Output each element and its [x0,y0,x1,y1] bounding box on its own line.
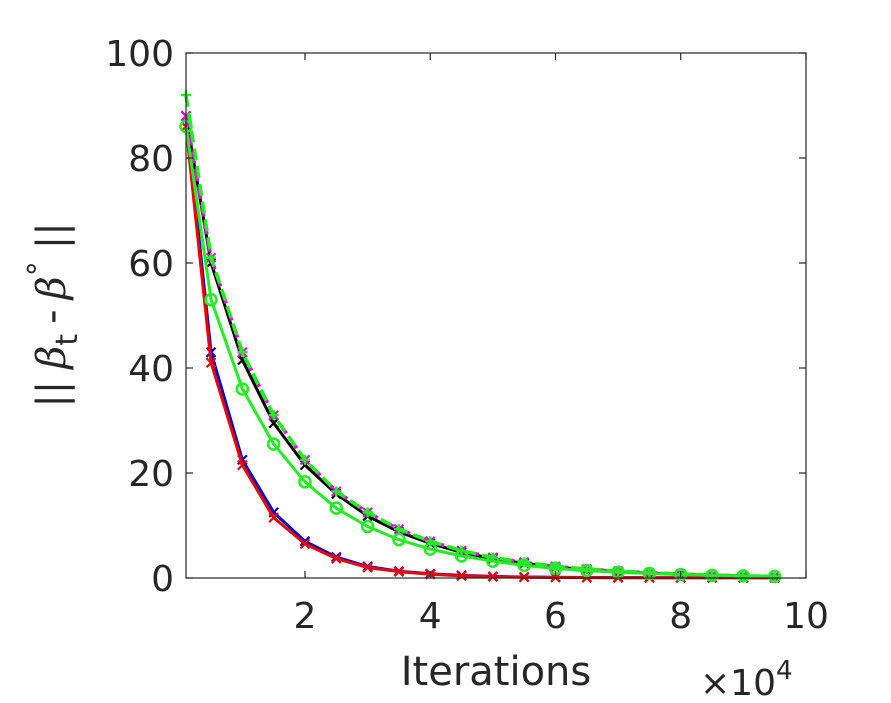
series-1-point-10 [487,571,499,582]
x-axis-exponent: ×104 [700,656,793,703]
y-tick-label-5: 100 [105,34,174,75]
series-1-point-5 [331,553,342,564]
series-5 [181,90,780,582]
x-axis-label: Iterations [401,649,592,695]
series-5-point-4 [299,454,310,465]
series-1-point-4 [299,538,311,550]
series-5-point-7 [393,524,404,535]
series-1-point-1 [205,357,217,369]
series-5-line [184,94,775,579]
series-1-point-7 [393,566,405,577]
series-5-point-8 [425,536,436,547]
series-5-point-3 [268,410,279,421]
series-4-point-6 [360,519,375,534]
series-1-point-6 [362,562,373,573]
series-5-point-11 [519,557,530,568]
series-2-point-2 [237,354,248,366]
y-tick-label-4: 80 [128,139,174,180]
series-5-point-19 [769,571,780,582]
series-4-point-3 [266,437,281,451]
series-5-point-9 [456,545,467,556]
y-tick-label-2: 40 [128,349,174,390]
series-4-point-4 [298,475,312,489]
series-5-point-15 [644,567,655,578]
plot-area [186,53,806,578]
y-tick-label-0: 0 [151,559,174,600]
series-5-point-1 [206,252,217,263]
series-4-point-2 [235,382,250,396]
x-tick-label-3: 8 [669,596,692,637]
series-1-point-3 [268,512,279,523]
x-tick-label-2: 6 [544,596,567,637]
series-2-point-3 [268,417,279,429]
series-5-point-12 [550,561,561,572]
x-tick-label-4: 10 [783,596,829,637]
series-5-point-6 [362,507,373,518]
y-tick-label-1: 20 [128,454,174,495]
series-1-point-11 [518,571,530,583]
series-5-point-14 [613,566,624,577]
series-5-point-18 [738,570,749,581]
series-5-point-13 [581,564,592,575]
y-tick-label-3: 60 [128,244,174,285]
x-tick-label-1: 4 [419,596,442,637]
series-5-point-10 [487,552,498,563]
axes-box [185,52,807,579]
x-tick-label-0: 2 [294,596,317,637]
series-5-point-5 [331,486,342,497]
series-1-point-2 [237,459,248,471]
series-4-point-5 [329,501,344,515]
series-5-point-2 [237,347,248,358]
series-4-point-1 [204,293,218,307]
y-axis-label: ||βt-β°|| [22,222,85,407]
series-layer [179,90,782,584]
series-1-point-9 [456,570,467,582]
